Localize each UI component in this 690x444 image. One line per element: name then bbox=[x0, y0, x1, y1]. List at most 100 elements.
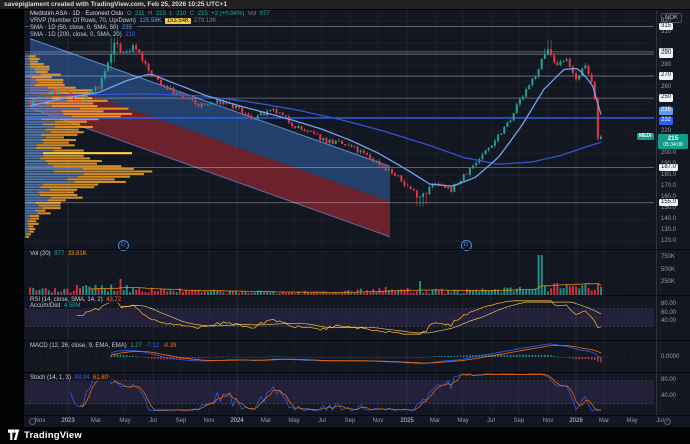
legend-value: 279.13K bbox=[194, 17, 217, 24]
volume-legend: Vol (20) 977 33.81K bbox=[28, 250, 93, 258]
time-axis-month-label: May bbox=[457, 418, 469, 424]
volume-axis-label: 250K bbox=[661, 279, 676, 285]
price-level-badge[interactable]: 315 bbox=[659, 22, 674, 31]
sma-price-badge[interactable]: 235 bbox=[659, 107, 674, 115]
sma50-line bbox=[29, 67, 602, 187]
legend-value: 235 bbox=[121, 24, 132, 31]
legend-title: RSI (14, close, SMA, 14, 2) bbox=[30, 296, 103, 303]
volume-axis-label: 750K bbox=[661, 254, 676, 260]
time-axis-year-label: 2023 bbox=[61, 418, 75, 424]
rsi-legend-row[interactable]: RSI (14, close, SMA, 14, 2) 43.72 bbox=[28, 296, 127, 304]
stoch-legend: Stoch (14, 1, 3) 48.04 61.80 bbox=[28, 374, 114, 382]
legend-value: 215 bbox=[155, 11, 166, 17]
time-axis-month-label: Nov bbox=[372, 418, 384, 424]
time-axis-month-label: Jul bbox=[656, 418, 664, 424]
tradingview-brand-text: TradingView bbox=[24, 429, 82, 441]
legend-value: 1.27 bbox=[130, 342, 142, 349]
last-price-badge[interactable]: 215 05:34:08 bbox=[658, 133, 688, 149]
legend-value: 48.04 bbox=[74, 374, 90, 381]
pane-separator[interactable] bbox=[24, 249, 690, 250]
legend-value: 977 bbox=[54, 250, 65, 257]
price-tick-label: 120.0 bbox=[661, 237, 677, 244]
time-axis-month-label: Mar bbox=[260, 418, 272, 424]
time-axis-badge-icon[interactable] bbox=[29, 417, 36, 425]
dividend-marker-icon[interactable]: D bbox=[117, 240, 129, 251]
price-tick-label: 310 bbox=[661, 28, 672, 35]
volume-legend-row[interactable]: Vol (20) 977 33.81K bbox=[28, 250, 93, 258]
legend-value: 4.58M bbox=[63, 303, 81, 310]
currency-label[interactable]: NOK bbox=[661, 13, 683, 23]
volume-profile bbox=[25, 55, 153, 238]
time-axis-month-label: Sep bbox=[513, 418, 525, 424]
legend-title: Medistim ASA · 1D · Euronext Oslo bbox=[30, 11, 124, 17]
legend-value: H bbox=[148, 11, 153, 17]
rsi-band bbox=[25, 308, 654, 327]
legend-value: +2 (+0.94%) bbox=[211, 11, 245, 17]
attribution-text: savepiglament created with TradingView.c… bbox=[4, 1, 228, 8]
price-tick-label: 140.0 bbox=[661, 215, 677, 222]
price-tick-label: 260 bbox=[661, 83, 672, 90]
candles-series bbox=[29, 24, 602, 207]
price-scale[interactable]: NOK 320310280260220200.0190.0180.0170.01… bbox=[656, 10, 690, 415]
time-axis-month-label: Jul bbox=[487, 418, 495, 424]
time-axis-month-label: Mar bbox=[90, 418, 102, 424]
price-tick-label: 320 bbox=[661, 17, 672, 24]
pane-separator[interactable] bbox=[24, 340, 690, 341]
price-level-badge[interactable]: 250 bbox=[659, 94, 674, 102]
scroll-to-realtime-icon[interactable]: » bbox=[664, 417, 671, 425]
time-axis-month-label: Jul bbox=[149, 418, 157, 424]
tradingview-logo[interactable]: TradingView bbox=[8, 428, 82, 442]
stoch-k-line bbox=[70, 373, 602, 412]
time-axis[interactable]: » Nov 2023 Mar May Jul Sep Nov 2024 Mar May Jul Sep… bbox=[24, 416, 671, 427]
legend-value: 153.54K bbox=[165, 17, 191, 24]
legend-title: VRVP (Number Of Rows, 70, Up/Down) bbox=[30, 17, 136, 24]
legend-title: Vol (20) bbox=[30, 250, 51, 257]
macd-histogram bbox=[25, 354, 654, 363]
symbol-legend-row[interactable]: Medistim ASA · 1D · Euronext Oslo O 211 H 21… bbox=[28, 11, 276, 18]
stoch-legend-row[interactable]: Stoch (14, 1, 3) 48.04 61.80 bbox=[28, 374, 114, 382]
pane-separator[interactable] bbox=[24, 372, 690, 373]
stoch-band bbox=[25, 380, 654, 405]
price-level-badge[interactable]: 187.0 bbox=[659, 163, 679, 172]
sma200-legend-row[interactable]: SMA · 1D (200, close, 0, SMA, 20) 210 bbox=[28, 31, 275, 39]
rsi-legend: RSI (14, close, SMA, 14, 2) 43.72 Accum/Di… bbox=[28, 296, 127, 311]
time-axis-month-label: May bbox=[288, 418, 300, 424]
price-tick-label: 200.0 bbox=[661, 149, 677, 156]
legend-value: 211 bbox=[135, 11, 145, 17]
price-level-badge[interactable]: 270 bbox=[659, 72, 674, 80]
time-axis-month-label: May bbox=[626, 418, 638, 424]
legend-value: O bbox=[126, 11, 132, 17]
legend-value: 43.72 bbox=[106, 296, 122, 303]
legend-value: 210 bbox=[125, 31, 136, 38]
time-axis-month-label: Sep bbox=[175, 418, 187, 424]
legend-value: -8.39 bbox=[162, 342, 177, 349]
rsi-axis-label: 60.00 bbox=[661, 309, 677, 316]
vrvp-legend-row[interactable]: VRVP (Number Of Rows, 70, Up/Down) 125.58… bbox=[28, 17, 275, 25]
price-level-lines bbox=[25, 26, 654, 204]
sma200-line bbox=[29, 93, 602, 165]
time-axis-month-label: Sep bbox=[344, 418, 356, 424]
time-axis-month-label: Nov bbox=[203, 418, 215, 424]
legend-title: Stoch (14, 1, 3) bbox=[30, 374, 72, 381]
hline-price-badge[interactable]: 232 bbox=[659, 117, 674, 125]
accum-dist-legend-row[interactable]: Accum/Dist 4.58M bbox=[28, 303, 127, 310]
dividend-marker-icon[interactable]: D bbox=[460, 240, 472, 251]
price-level-badge[interactable]: 290 bbox=[659, 50, 674, 58]
legend-value: 215 bbox=[197, 11, 208, 17]
time-axis-month-label: May bbox=[119, 418, 131, 424]
price-tick-label: 180.0 bbox=[661, 171, 677, 178]
legend-value: -7.12 bbox=[145, 342, 160, 349]
macd-axis-label: 0.0000 bbox=[661, 353, 680, 360]
price-tick-label: 160.0 bbox=[661, 193, 677, 200]
legend-value: 33.81K bbox=[67, 250, 87, 257]
stoch-d-line bbox=[79, 374, 601, 411]
legend-title: MACD (12, 26, close, 9, EMA, EMA) bbox=[30, 342, 127, 349]
volume-series bbox=[29, 255, 602, 295]
price-level-badge[interactable]: 155.0 bbox=[659, 198, 679, 207]
macd-legend-row[interactable]: MACD (12, 26, close, 9, EMA, EMA) 1.27 -7.… bbox=[28, 342, 182, 350]
pane-separator[interactable] bbox=[24, 295, 690, 296]
sma50-legend-row[interactable]: SMA · 1D (50, close, 0, SMA, 50) 235 bbox=[28, 24, 275, 32]
time-axis-month-label: Mar bbox=[429, 418, 441, 424]
